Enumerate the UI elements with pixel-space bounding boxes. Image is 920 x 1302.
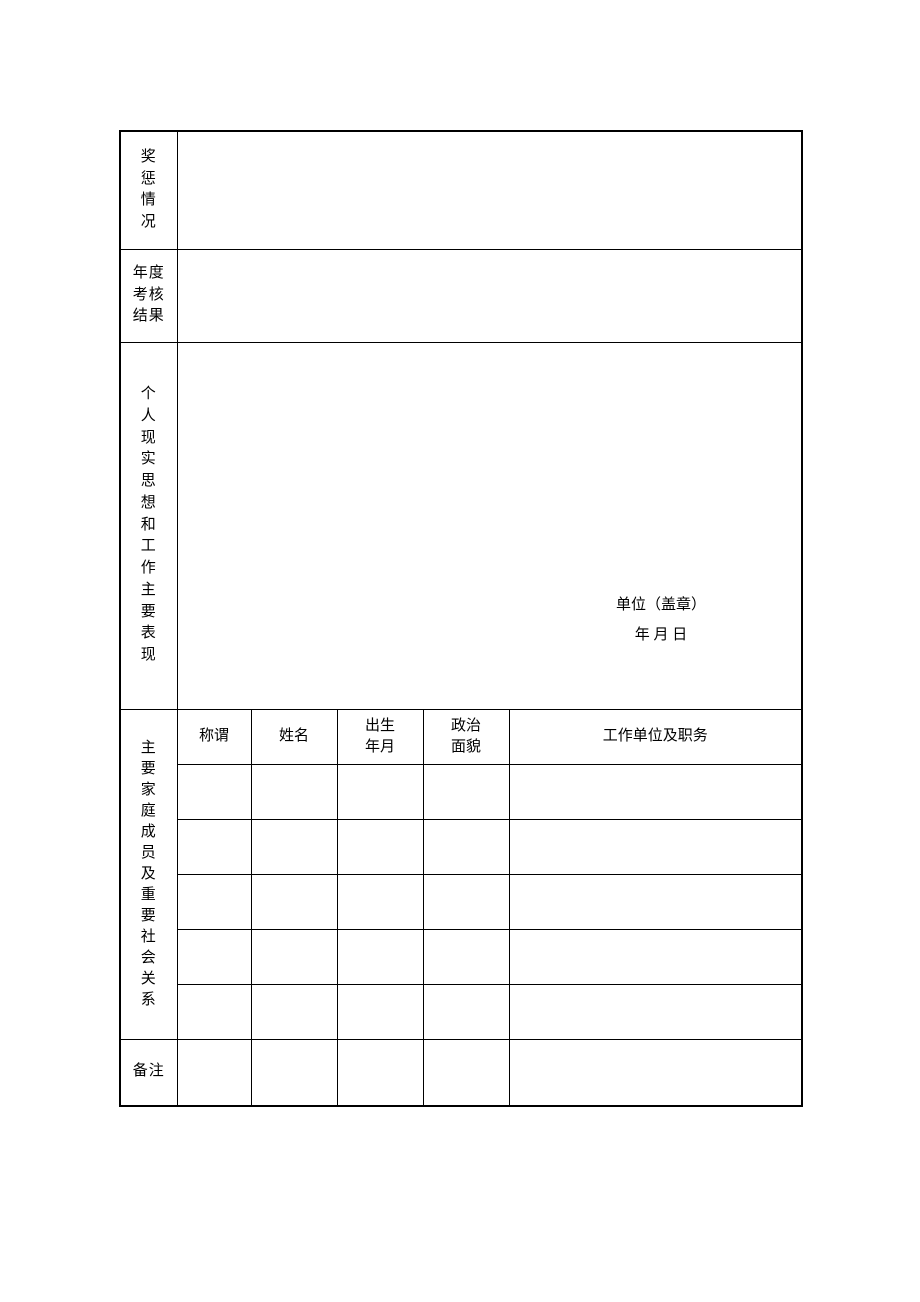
notes-row: 备注 <box>120 1039 802 1106</box>
cell-workplace <box>509 764 802 819</box>
family-row <box>120 819 802 874</box>
cell-name <box>251 929 337 984</box>
cell-birth <box>337 984 423 1039</box>
cell-birth <box>337 929 423 984</box>
cell-name <box>251 984 337 1039</box>
cell-name <box>251 874 337 929</box>
cell-workplace <box>509 929 802 984</box>
label-char: 系 <box>125 990 173 1011</box>
cell-political <box>423 984 509 1039</box>
cell-birth <box>337 819 423 874</box>
label-char: 及 <box>125 864 173 885</box>
header-workplace: 工作单位及职务 <box>509 709 802 764</box>
label-char: 家 <box>125 780 173 801</box>
label-char: 表 <box>125 623 173 645</box>
label-char: 现 <box>125 428 173 450</box>
label-char: 个 <box>125 384 173 406</box>
personnel-form-table: 奖 惩 情 况 年度 考核 结果 个 人 现 实 思 想 和 工 作 主 要 表… <box>119 130 803 1107</box>
cell-relation <box>177 819 251 874</box>
label-char: 要 <box>125 906 173 927</box>
label-char: 庭 <box>125 801 173 822</box>
label-char: 要 <box>125 602 173 624</box>
family-row <box>120 984 802 1039</box>
header-name: 姓名 <box>251 709 337 764</box>
cell-relation <box>177 929 251 984</box>
label-char: 人 <box>125 406 173 428</box>
cell-relation <box>177 984 251 1039</box>
family-row <box>120 764 802 819</box>
label-char: 作 <box>125 558 173 580</box>
notes-cell <box>423 1039 509 1106</box>
label-char: 重 <box>125 885 173 906</box>
label-char: 主 <box>125 738 173 759</box>
family-row <box>120 874 802 929</box>
header-political: 政治面貌 <box>423 709 509 764</box>
label-char: 况 <box>125 212 173 234</box>
reward-punishment-content <box>177 131 802 249</box>
family-header-row: 主 要 家 庭 成 员 及 重 要 社 会 关 系 称谓 姓名 出生年月 政治面… <box>120 709 802 764</box>
notes-cell <box>337 1039 423 1106</box>
performance-row: 个 人 现 实 思 想 和 工 作 主 要 表 现 单位（盖章） 年 月 日 <box>120 342 802 709</box>
label-char: 想 <box>125 493 173 515</box>
annual-assessment-row: 年度 考核 结果 <box>120 249 802 342</box>
cell-political <box>423 929 509 984</box>
label-char: 主 <box>125 580 173 602</box>
signature-block: 单位（盖章） 年 月 日 <box>616 590 706 650</box>
label-char: 和 <box>125 515 173 537</box>
reward-punishment-row: 奖 惩 情 况 <box>120 131 802 249</box>
cell-name <box>251 764 337 819</box>
notes-cell <box>509 1039 802 1106</box>
cell-workplace <box>509 984 802 1039</box>
signature-date-text: 年 月 日 <box>616 620 706 650</box>
header-relation: 称谓 <box>177 709 251 764</box>
cell-political <box>423 874 509 929</box>
label-char: 惩 <box>125 169 173 191</box>
label-text: 年度 <box>125 263 173 285</box>
label-char: 要 <box>125 759 173 780</box>
family-row <box>120 929 802 984</box>
cell-workplace <box>509 819 802 874</box>
performance-label: 个 人 现 实 思 想 和 工 作 主 要 表 现 <box>120 342 177 709</box>
cell-political <box>423 764 509 819</box>
label-char: 员 <box>125 843 173 864</box>
cell-relation <box>177 764 251 819</box>
cell-relation <box>177 874 251 929</box>
performance-content: 单位（盖章） 年 月 日 <box>177 342 802 709</box>
cell-workplace <box>509 874 802 929</box>
annual-assessment-label: 年度 考核 结果 <box>120 249 177 342</box>
label-char: 情 <box>125 190 173 212</box>
label-text: 结果 <box>125 306 173 328</box>
notes-cell <box>177 1039 251 1106</box>
cell-birth <box>337 764 423 819</box>
label-char: 工 <box>125 536 173 558</box>
cell-birth <box>337 874 423 929</box>
family-relations-label: 主 要 家 庭 成 员 及 重 要 社 会 关 系 <box>120 709 177 1039</box>
label-char: 实 <box>125 449 173 471</box>
notes-cell <box>251 1039 337 1106</box>
label-char: 成 <box>125 822 173 843</box>
label-char: 思 <box>125 471 173 493</box>
reward-punishment-label: 奖 惩 情 况 <box>120 131 177 249</box>
cell-name <box>251 819 337 874</box>
label-char: 奖 <box>125 147 173 169</box>
label-char: 会 <box>125 948 173 969</box>
annual-assessment-content <box>177 249 802 342</box>
label-char: 现 <box>125 645 173 667</box>
label-char: 社 <box>125 927 173 948</box>
label-text: 考核 <box>125 285 173 307</box>
cell-political <box>423 819 509 874</box>
label-char: 关 <box>125 969 173 990</box>
notes-label: 备注 <box>120 1039 177 1106</box>
header-birth: 出生年月 <box>337 709 423 764</box>
unit-seal-text: 单位（盖章） <box>616 590 706 620</box>
